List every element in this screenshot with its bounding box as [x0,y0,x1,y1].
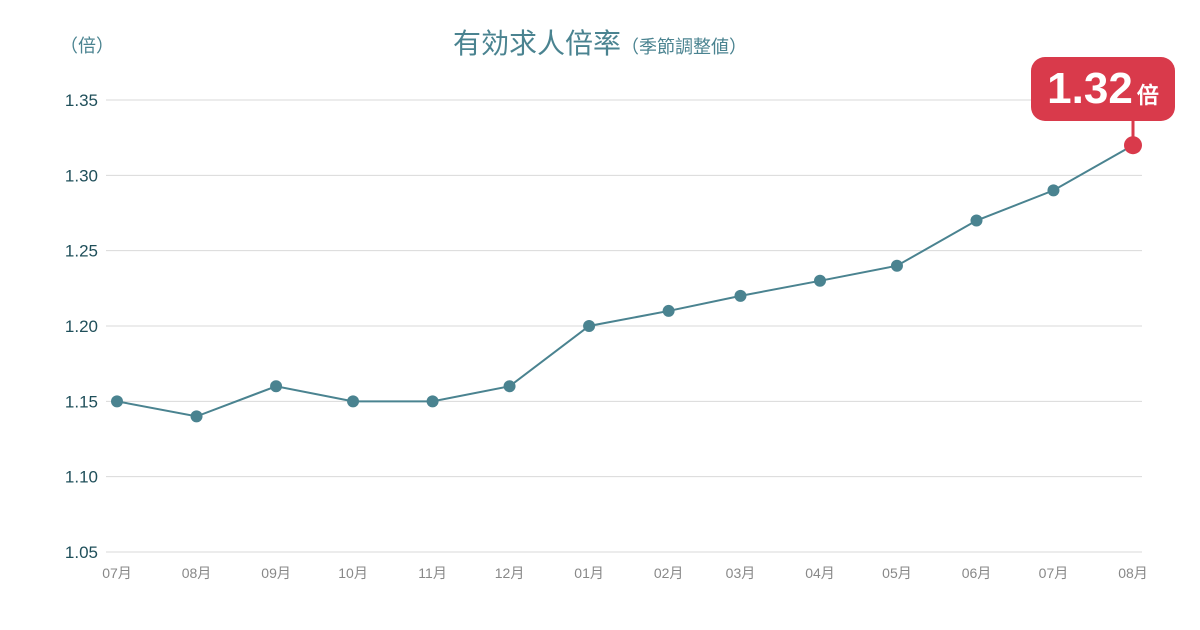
badge-value: 1.32 [1047,64,1133,113]
data-point [662,304,675,317]
title-subtitle: （季節調整値） [621,37,747,57]
x-tick-label: 08月 [1118,565,1148,581]
x-tick-label: 08月 [182,565,212,581]
x-tick-label: 02月 [654,565,684,581]
x-tick-label: 11月 [418,565,447,581]
x-tick-label: 09月 [261,565,291,581]
x-tick-label: 12月 [495,565,525,581]
x-tick-label: 03月 [726,565,756,581]
data-point [426,395,439,408]
data-point [190,410,203,423]
badge-unit: 倍 [1136,83,1159,108]
data-point [890,259,903,272]
data-point [813,274,826,287]
y-tick-label: 1.05 [65,543,98,562]
data-point [970,214,983,227]
x-tick-label: 01月 [574,565,604,581]
series-line [116,144,1134,418]
x-tick-label: 04月 [805,565,835,581]
x-tick-label: 07月 [102,565,132,581]
y-axis-unit: （倍） [60,36,114,56]
x-tick-label: 10月 [338,565,368,581]
x-tick-label: 06月 [962,565,992,581]
data-point [347,395,360,408]
data-point [503,380,516,393]
data-point [270,380,283,393]
y-tick-label: 1.20 [65,317,98,336]
data-point [111,395,123,408]
latest-value-badge: 1.32 倍 [1031,57,1175,121]
chart-title: 有効求人倍率（季節調整値） [0,22,1200,62]
y-tick-label: 1.35 [65,91,98,110]
x-tick-label: 07月 [1039,565,1069,581]
data-point [734,289,747,302]
x-tick-label: 05月 [882,565,912,581]
title-main: 有効求人倍率 [452,28,621,59]
data-point [1047,184,1060,197]
data-point [583,320,596,332]
y-tick-label: 1.25 [65,242,98,261]
data-point [1124,136,1142,155]
y-tick-label: 1.15 [65,392,98,411]
y-tick-label: 1.10 [65,468,98,487]
y-tick-label: 1.30 [65,166,98,185]
